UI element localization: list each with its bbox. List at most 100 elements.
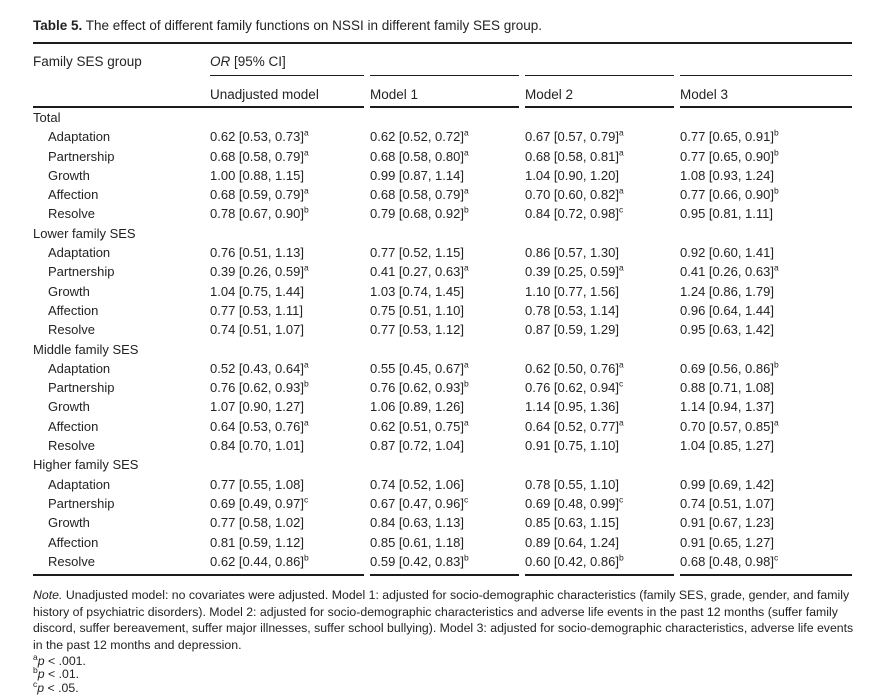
or-ci-span-divider (33, 75, 852, 76)
or-ci-cell: 0.76 [0.62, 0.94]c (525, 378, 624, 396)
significance-marker: a (618, 185, 624, 196)
significance-marker: a (303, 359, 309, 370)
row-label: Affection (48, 187, 99, 203)
or-ci-cell: 0.69 [0.56, 0.86]b (680, 359, 779, 376)
table-row: Partnership 0.69 [0.49, 0.97]c 0.67 [0.47,… (33, 494, 855, 513)
table-group-row: Middle family SES (33, 340, 855, 359)
or-ci-cell: 0.74 [0.52, 1.06] (370, 476, 464, 492)
or-ci-cell: 1.10 [0.77, 1.56] (525, 283, 619, 299)
or-ci-cell: 0.96 [0.64, 1.44] (680, 302, 774, 318)
row-label: Growth (48, 399, 90, 415)
significance-marker: b (463, 378, 469, 389)
or-ci-cell: 0.70 [0.60, 0.82]a (525, 185, 624, 203)
significance-marker: c (618, 205, 624, 216)
or-ci-cell: 0.68 [0.58, 0.81]a (525, 147, 624, 164)
footnote-p-symbol: p (37, 653, 45, 668)
significance-marker: a (773, 263, 779, 274)
or-ci-cell: 0.78 [0.67, 0.90]b (210, 205, 309, 222)
significance-marker: b (463, 552, 469, 563)
significance-marker: a (303, 147, 309, 158)
row-label: Adaptation (48, 360, 111, 376)
or-ci-cell: 0.99 [0.69, 1.42] (680, 476, 774, 492)
or-ci-cell: 0.62 [0.52, 0.72]a (370, 127, 469, 145)
significance-marker: b (618, 552, 624, 563)
or-ci-cell: 0.75 [0.51, 1.10] (370, 302, 464, 318)
table-row: Growth 0.77 [0.58, 1.02] 0.84 [0.63, 1.13]… (33, 513, 855, 532)
footnote-line: cp < .05. (33, 679, 79, 696)
row-label: Partnership (48, 264, 115, 280)
bottom-divider (33, 574, 852, 577)
or-ci-cell: 0.77 [0.66, 0.90]b (680, 185, 779, 203)
col-header-unadjusted-model: Unadjusted model (210, 87, 319, 102)
or-ci-cell: 0.85 [0.63, 1.15] (525, 515, 619, 531)
or-ci-cell: 0.78 [0.53, 1.14] (525, 302, 619, 318)
significance-marker: c (773, 552, 779, 563)
significance-marker: a (618, 263, 624, 274)
footnote-marker: b (33, 665, 38, 676)
top-divider (33, 42, 852, 44)
table-note: Note. Unadjusted model: no covariates we… (33, 587, 855, 653)
or-ci-cell: 0.91 [0.75, 1.10] (525, 438, 619, 454)
or-ci-cell: 0.87 [0.59, 1.29] (525, 322, 619, 338)
group-label: Middle family SES (33, 341, 139, 357)
table-header-row-1: Family SES group OR [95% CI] (33, 44, 855, 75)
row-label: Growth (48, 515, 90, 531)
or-ci-cell: 0.62 [0.44, 0.86]b (210, 552, 309, 569)
or-ci-cell: 0.85 [0.61, 1.18] (370, 534, 464, 550)
or-ci-cell: 0.77 [0.58, 1.02] (210, 515, 304, 531)
or-ci-cell: 0.78 [0.55, 1.10] (525, 476, 619, 492)
row-label: Partnership (48, 380, 115, 396)
significance-marker: a (303, 185, 309, 196)
significance-marker: a (618, 127, 624, 138)
significance-marker: b (303, 205, 309, 216)
group-label: Lower family SES (33, 225, 136, 241)
table-row: Resolve 0.78 [0.67, 0.90]b 0.79 [0.68, 0.9… (33, 204, 855, 223)
or-ci-cell: 0.39 [0.25, 0.59]a (525, 263, 624, 280)
table-group-row: Total (33, 108, 855, 127)
col-header-model-1: Model 1 (370, 87, 419, 102)
table-row: Resolve 0.62 [0.44, 0.86]b 0.59 [0.42, 0.8… (33, 552, 855, 571)
or-ci-cell: 0.91 [0.65, 1.27] (680, 534, 774, 550)
or-ci-cell: 0.99 [0.87, 1.14] (370, 167, 464, 183)
footnote-line: bp < .01. (33, 665, 80, 682)
or-ci-cell: 0.68 [0.59, 0.79]a (210, 185, 309, 203)
or-ci-cell: 0.92 [0.60, 1.41] (680, 245, 774, 261)
or-ci-cell: 1.03 [0.74, 1.45] (370, 283, 464, 299)
row-label: Affection (48, 418, 99, 434)
table-row: Resolve 0.84 [0.70, 1.01] 0.87 [0.72, 1.04… (33, 436, 855, 455)
significance-marker: c (463, 494, 469, 505)
significance-marker: a (463, 359, 469, 370)
table-row: Adaptation 0.52 [0.43, 0.64]a 0.55 [0.45, … (33, 359, 855, 378)
significance-marker: a (618, 417, 624, 428)
or-ci-cell: 0.77 [0.65, 0.90]b (680, 147, 779, 164)
or-ci-cell: 0.41 [0.27, 0.63]a (370, 263, 469, 280)
significance-marker: a (463, 417, 469, 428)
significance-marker: a (303, 417, 309, 428)
or-ci-cell: 1.04 [0.85, 1.27] (680, 438, 774, 454)
or-ci-cell: 1.24 [0.86, 1.79] (680, 283, 774, 299)
or-ci-cell: 0.84 [0.70, 1.01] (210, 438, 304, 454)
or-ci-cell: 0.59 [0.42, 0.83]b (370, 552, 469, 569)
or-ci-cell: 0.77 [0.65, 0.91]b (680, 127, 779, 145)
or-ci-cell: 0.68 [0.48, 0.98]c (680, 552, 779, 569)
significance-marker: a (618, 147, 624, 158)
significance-marker: c (303, 494, 309, 505)
significance-marker: b (773, 185, 779, 196)
table-row: Adaptation 0.76 [0.51, 1.13] 0.77 [0.52, 1… (33, 243, 855, 262)
table-group-row: Higher family SES (33, 455, 855, 474)
or-ci-cell: 0.60 [0.42, 0.86]b (525, 552, 624, 569)
row-label: Partnership (48, 495, 115, 511)
table-row: Adaptation 0.62 [0.53, 0.73]a 0.62 [0.52, … (33, 127, 855, 146)
row-label: Resolve (48, 438, 95, 454)
or-ci-cell: 0.95 [0.63, 1.42] (680, 322, 774, 338)
significance-marker: b (463, 205, 469, 216)
significance-marker: a (303, 263, 309, 274)
group-label: Higher family SES (33, 457, 139, 473)
row-label: Resolve (48, 553, 95, 569)
or-ci-cell: 0.79 [0.68, 0.92]b (370, 205, 469, 222)
or-ci-cell: 0.89 [0.64, 1.24] (525, 534, 619, 550)
or-ci-cell: 1.14 [0.95, 1.36] (525, 399, 619, 415)
table-title: Table 5. The effect of different family … (33, 19, 855, 33)
row-label: Adaptation (48, 129, 111, 145)
